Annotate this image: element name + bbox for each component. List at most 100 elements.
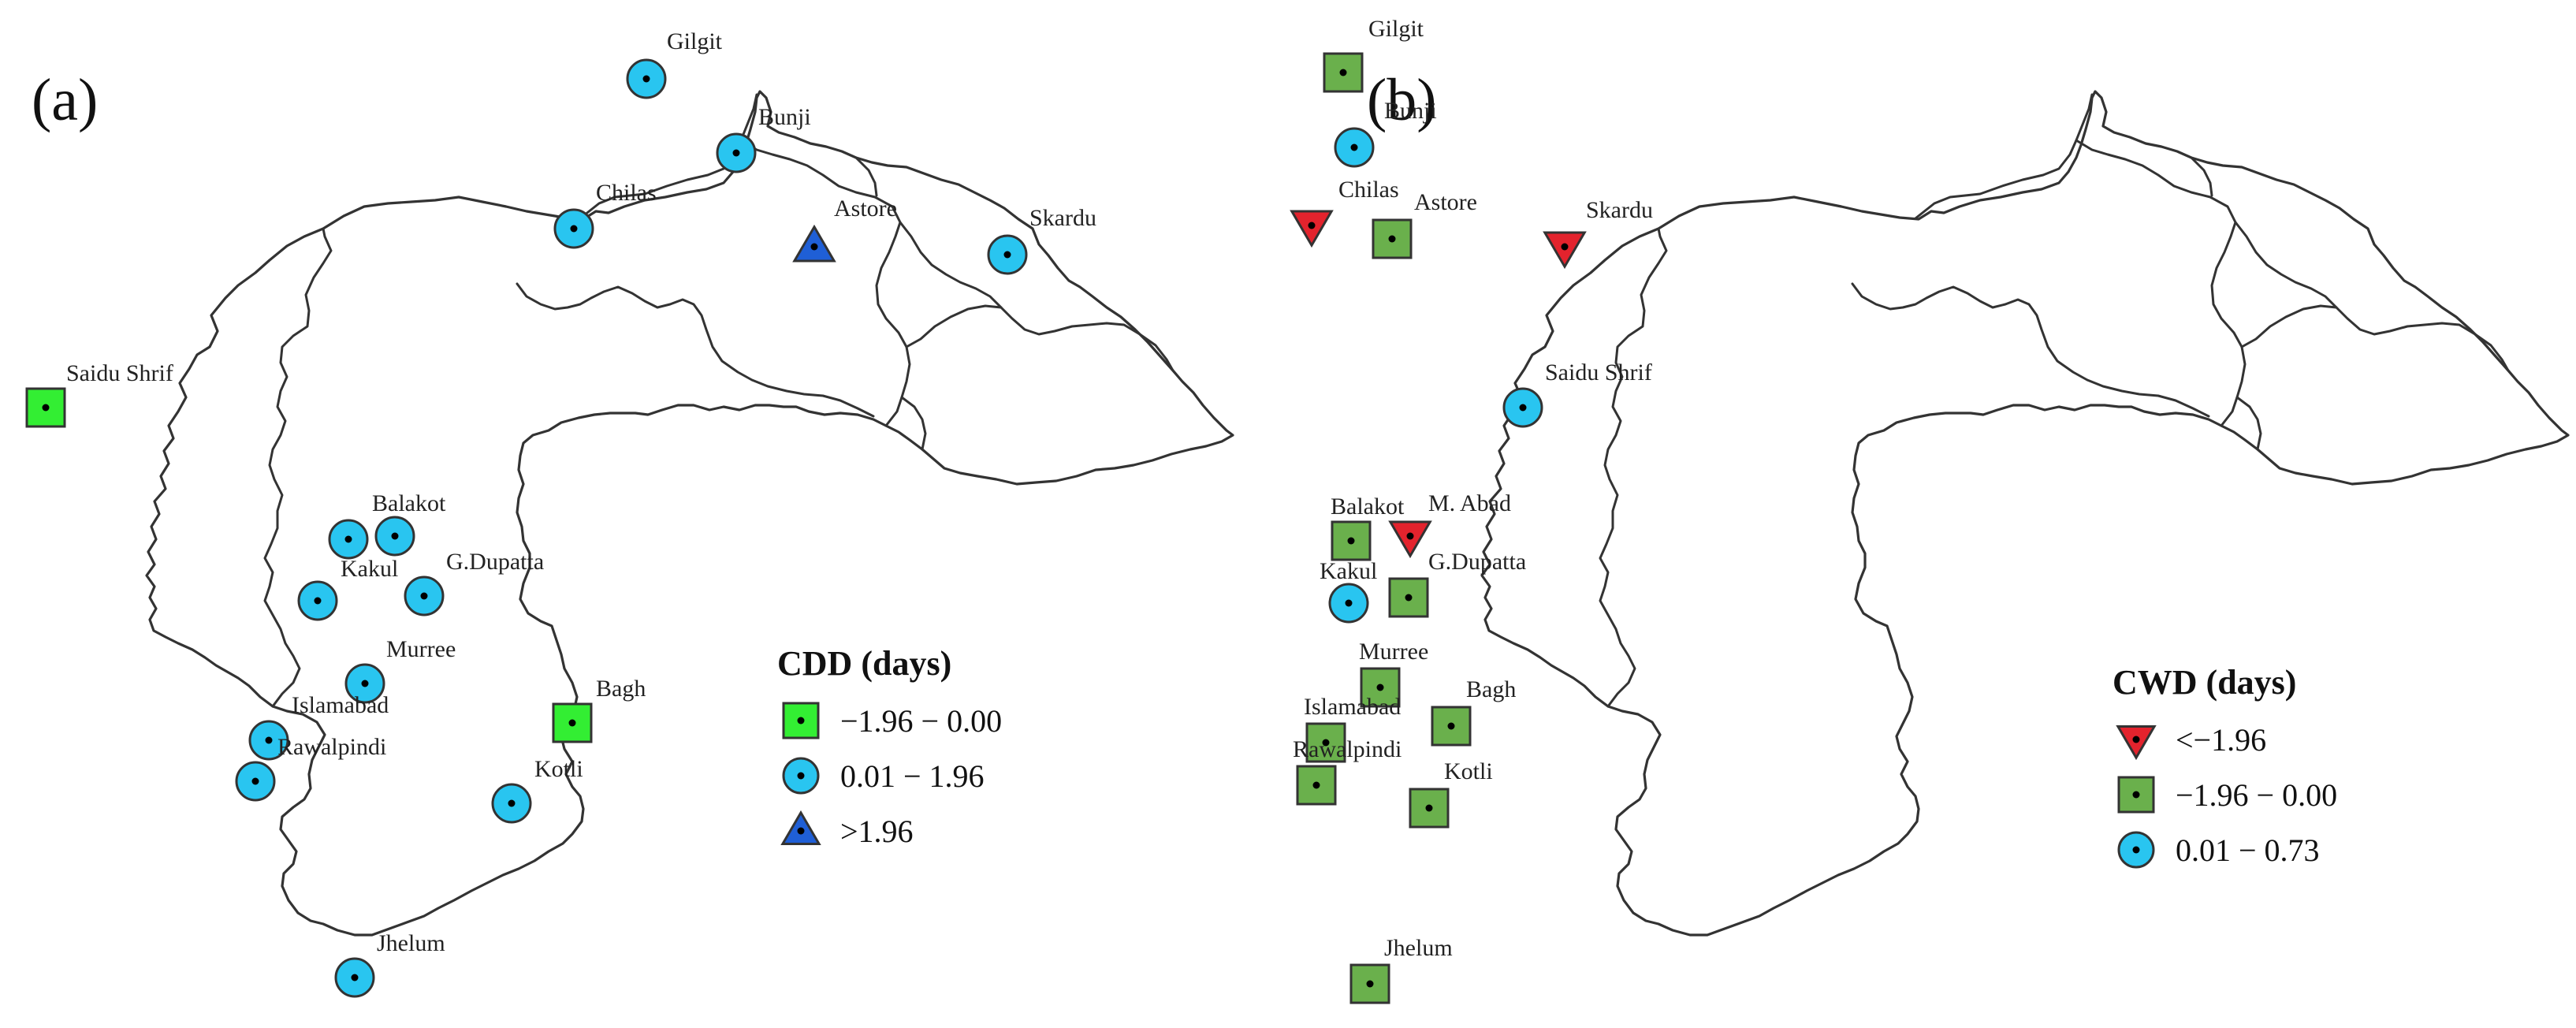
station-dot [1561, 243, 1569, 251]
station-marker: Kakul [1320, 558, 1377, 624]
basin-map [1480, 90, 2570, 937]
station-label: Jhelum [1384, 935, 1453, 961]
station-dot [344, 535, 352, 543]
station-marker: Jhelum [334, 930, 445, 998]
station-dot [570, 225, 578, 233]
basin-map [145, 90, 1234, 937]
subbasin-boundary [1599, 227, 1668, 708]
subbasin-boundary [2240, 304, 2338, 348]
station-dot [42, 404, 50, 412]
station-marker: Rawalpindi [1293, 736, 1402, 806]
station-marker: Skardu [987, 205, 1096, 275]
station-label: Skardu [1029, 205, 1096, 231]
station-marker: Islamabad [248, 692, 389, 761]
station-dot [2132, 791, 2140, 799]
station-label: G.Dupatta [446, 549, 544, 575]
station-dot [1308, 222, 1316, 229]
station-dot [797, 827, 805, 835]
station-label: Saidu Shrif [1545, 359, 1652, 386]
station-dot [1406, 532, 1414, 540]
station-dot [361, 680, 369, 687]
legend-item: −1.96 − 0.00 [782, 702, 1002, 739]
station-dot [1347, 537, 1355, 545]
legend-item: 0.01 − 1.96 [782, 757, 985, 795]
station-marker: Bagh [1431, 676, 1516, 747]
station-label: Bunji [1384, 98, 1437, 124]
subbasin-boundary [516, 282, 875, 418]
station-marker: Skardu [1543, 197, 1653, 270]
station-label: Kotli [534, 756, 583, 782]
station-dot [1366, 980, 1374, 988]
station-dot [797, 772, 805, 780]
station-label: Bagh [596, 676, 646, 702]
station-marker: Gilgit [1323, 16, 1424, 93]
station-dot [1322, 739, 1330, 747]
station-dot [1447, 722, 1455, 730]
panel-tag: (a) [32, 67, 98, 133]
station-label: Bagh [1466, 676, 1516, 702]
station-marker: G.Dupatta [1388, 549, 1526, 618]
station-label: Islamabad [1304, 694, 1401, 720]
station-marker: Bagh [552, 676, 646, 743]
basin-outline [1480, 90, 2570, 937]
station-dot [1376, 683, 1384, 691]
legend-item: 0.01 − 0.73 [2117, 831, 2320, 869]
station-dot [810, 243, 818, 251]
station-marker: Murree [1359, 639, 1428, 708]
legend-label: >1.96 [840, 814, 914, 849]
station-dot [1339, 69, 1347, 76]
station-marker: Gilgit [626, 28, 723, 99]
station-label: Jhelum [377, 930, 445, 956]
station-marker: Kotli [1409, 758, 1493, 829]
legend-label: <−1.96 [2176, 722, 2266, 758]
station-dot [2132, 736, 2140, 743]
subbasin-boundary [1851, 282, 2210, 418]
station-label: Kakul [1320, 558, 1377, 584]
subbasin-boundary [2190, 156, 2213, 197]
legend-title: CWD (days) [2113, 663, 2296, 702]
subbasin-boundary [854, 156, 878, 197]
station-marker: Saidu Shrif [1502, 359, 1652, 428]
stations: Gilgit Bunji Chilas Astore Skardu Saidu Shrif… [25, 28, 1096, 998]
station-dot [1519, 404, 1527, 412]
subbasin-boundary [905, 304, 1003, 348]
station-dot [314, 597, 322, 605]
panel-a: (a) CDD (days) −1.96 − 0.00 0.01 − 1.96 >1.9… [25, 28, 1234, 998]
station-label: Gilgit [1368, 16, 1424, 42]
station-marker: Astore [1372, 189, 1477, 259]
stations: Gilgit Bunji Chilas Astore Skardu Saidu Shrif… [1290, 16, 1653, 1004]
station-label: Astore [1414, 189, 1477, 215]
station-dot [508, 799, 516, 807]
station-label: Murree [386, 636, 456, 662]
station-dot [420, 592, 428, 600]
station-marker: M. Abad [1388, 490, 1511, 559]
station-marker: Kotli [491, 756, 583, 824]
station-label: Chilas [1338, 177, 1399, 203]
station-marker: Rawalpindi [235, 734, 386, 802]
subbasin-boundary [900, 396, 927, 451]
station-label: Kotli [1444, 758, 1493, 784]
station-marker: Balakot [372, 490, 446, 557]
station-label: Rawalpindi [1293, 736, 1402, 762]
legend-label: 0.01 − 0.73 [2176, 832, 2320, 868]
station-dot [642, 75, 650, 83]
basin-outline [145, 90, 1234, 937]
station-label: Balakot [1331, 494, 1405, 520]
subbasin-boundary [2234, 221, 2510, 372]
subbasin-boundary [739, 139, 911, 427]
station-dot [568, 719, 576, 727]
station-marker: Bunji [1334, 98, 1437, 168]
legend-label: −1.96 − 0.00 [2176, 777, 2337, 813]
subbasin-boundary [579, 93, 758, 220]
station-marker: Saidu Shrif [25, 360, 173, 428]
station-marker: Chilas [553, 180, 657, 249]
station-dot [351, 974, 359, 981]
station-marker: Balakot [1331, 494, 1405, 561]
station-label: Balakot [372, 490, 446, 516]
station-dot [1425, 804, 1433, 812]
station-dot [1003, 251, 1011, 259]
station-marker: Astore [792, 196, 897, 263]
legend-label: −1.96 − 0.00 [840, 703, 1002, 739]
panel-b: (b) CWD (days) <−1.96 −1.96 − 0.00 0.01 − 0.… [1290, 16, 2570, 1004]
